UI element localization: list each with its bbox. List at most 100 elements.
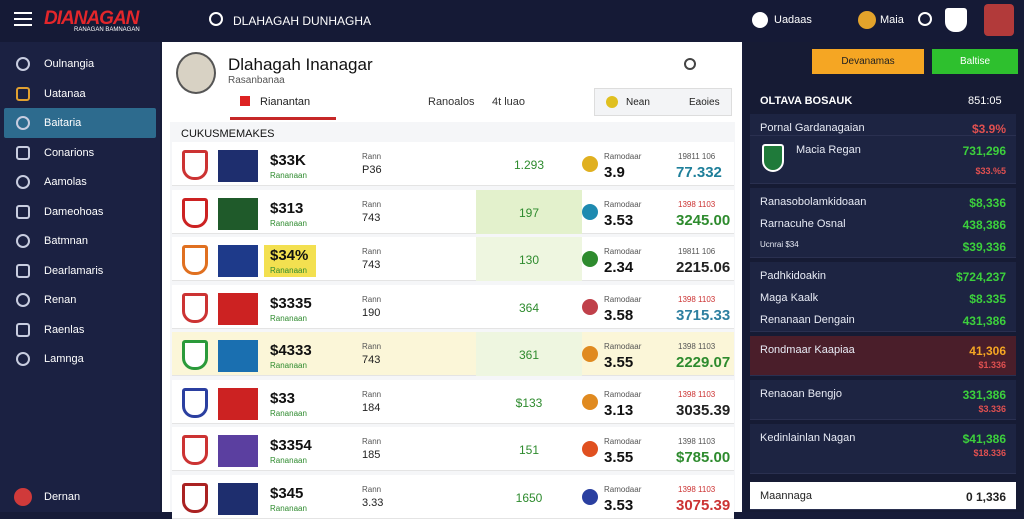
filter[interactable]: Eaoies <box>689 97 720 108</box>
crest <box>182 292 208 323</box>
right-group[interactable] <box>750 136 1016 184</box>
crest <box>218 197 258 230</box>
filter[interactable]: Nean <box>626 97 650 108</box>
row[interactable] <box>172 379 734 424</box>
row[interactable] <box>172 142 734 186</box>
right-group[interactable] <box>750 114 1016 136</box>
market-value: 743 <box>362 211 381 224</box>
sidebar-item[interactable]: Conarions <box>44 146 95 159</box>
sidebar-item[interactable]: Dearlamaris <box>44 264 104 277</box>
sidebar-icon <box>16 57 30 71</box>
sidebar-item[interactable]: Lamnga <box>44 353 84 365</box>
sidebar-item[interactable]: Dameohoas <box>44 205 104 218</box>
small-value: 1398 1103 <box>678 199 716 209</box>
odd-highlight <box>476 237 582 281</box>
right-label: Pornal Gardanagaian <box>760 122 865 134</box>
header-item[interactable]: Maia <box>880 14 904 26</box>
event-value: 3.53 <box>604 496 634 514</box>
market-value: P36 <box>362 164 382 176</box>
header-item[interactable]: Uadaas <box>774 14 812 26</box>
market-label: Rann <box>362 199 382 209</box>
score: $313 <box>270 199 304 217</box>
event-value: 2.34 <box>604 259 634 276</box>
button[interactable]: Baltise <box>932 49 1018 74</box>
odd-highlight <box>476 189 582 234</box>
event-label: Ramodaar <box>604 342 642 351</box>
right-group[interactable] <box>750 262 1016 332</box>
right-value: $33.%5 <box>975 166 1006 176</box>
market-label: Rann <box>362 247 382 256</box>
right-title: OLTAVA BOSAUK <box>760 95 853 107</box>
sidebar-footer[interactable]: Dernan <box>44 491 81 503</box>
sidebar-item[interactable]: Raenlas <box>44 323 85 336</box>
tab[interactable]: 4t luao <box>492 96 526 108</box>
score-sub: Rananaan <box>270 456 307 465</box>
crest <box>218 387 258 420</box>
crest <box>182 245 208 275</box>
odd[interactable]: 1650 <box>515 490 543 505</box>
right-label: Rondmaar Kaapiaa <box>760 344 855 356</box>
crest <box>218 340 258 372</box>
right-group[interactable] <box>750 424 1016 474</box>
icon <box>918 12 932 26</box>
sidebar-item[interactable]: Oulnangia <box>44 58 95 70</box>
tab-underline <box>230 117 336 120</box>
odd-highlight <box>476 332 582 376</box>
crest <box>182 482 208 513</box>
sidebar-icon <box>16 145 30 160</box>
tab[interactable]: Ranoalos <box>428 96 475 108</box>
sidebar-item[interactable]: Renan <box>44 294 77 306</box>
odd[interactable]: 197 <box>518 205 540 220</box>
market-value: 3.33 <box>362 496 384 509</box>
tab[interactable]: Rianantan <box>260 96 311 108</box>
market-label: Rann <box>362 152 382 161</box>
right-title-value: 851:05 <box>968 95 1002 107</box>
row[interactable] <box>172 332 734 376</box>
right-value: $8.335 <box>969 292 1006 306</box>
odd[interactable]: 364 <box>518 300 540 315</box>
right-label: Rarnacuhe Osnal <box>760 218 846 230</box>
odd[interactable]: 130 <box>518 253 540 267</box>
score-sub: Rananaan <box>270 408 307 418</box>
crest <box>218 150 258 182</box>
crest <box>182 150 208 180</box>
event-value: 3.9 <box>604 164 625 181</box>
crest <box>218 435 258 467</box>
small-value: 1398 1103 <box>678 294 716 304</box>
right-group[interactable] <box>750 380 1016 420</box>
sidebar-item[interactable]: Batmnan <box>44 235 89 247</box>
logo[interactable]: DIANAGAN <box>44 8 139 29</box>
score-bg <box>264 245 316 277</box>
odd[interactable]: 361 <box>518 348 540 362</box>
menu-icon[interactable] <box>14 12 32 26</box>
search-icon[interactable] <box>684 58 696 70</box>
market-label: Rann <box>362 294 382 304</box>
market-value: 185 <box>362 449 381 461</box>
score-sub: Rananaan <box>270 218 307 228</box>
button[interactable]: Devanamas <box>812 49 924 74</box>
sidebar-item[interactable]: Aamolas <box>44 176 87 188</box>
odd[interactable]: 151 <box>518 443 540 457</box>
row[interactable] <box>172 427 734 471</box>
right-group[interactable] <box>750 336 1016 376</box>
right-group[interactable] <box>750 482 1016 510</box>
right-group[interactable] <box>750 188 1016 258</box>
right-value: $3.9% <box>971 122 1006 136</box>
odd[interactable]: $133 <box>515 395 543 410</box>
odd[interactable]: 1.293 <box>513 158 545 172</box>
row[interactable] <box>172 189 734 234</box>
small-value: 1398 1103 <box>678 389 716 399</box>
crest <box>182 435 208 465</box>
event-icon <box>582 441 598 457</box>
score: $33K <box>270 152 306 169</box>
filter-icon <box>606 96 618 108</box>
row[interactable] <box>172 284 734 329</box>
sidebar-item[interactable]: Baitaria <box>44 117 82 129</box>
badge <box>945 8 967 32</box>
sidebar-item[interactable]: Uatanaa <box>44 87 86 100</box>
right-value: $3.336 <box>978 404 1006 414</box>
right-value: $39,336 <box>962 240 1006 254</box>
score-sub: Rananaan <box>270 361 307 370</box>
market-value: 743 <box>362 354 381 366</box>
big-value: 2229.07 <box>676 354 731 371</box>
